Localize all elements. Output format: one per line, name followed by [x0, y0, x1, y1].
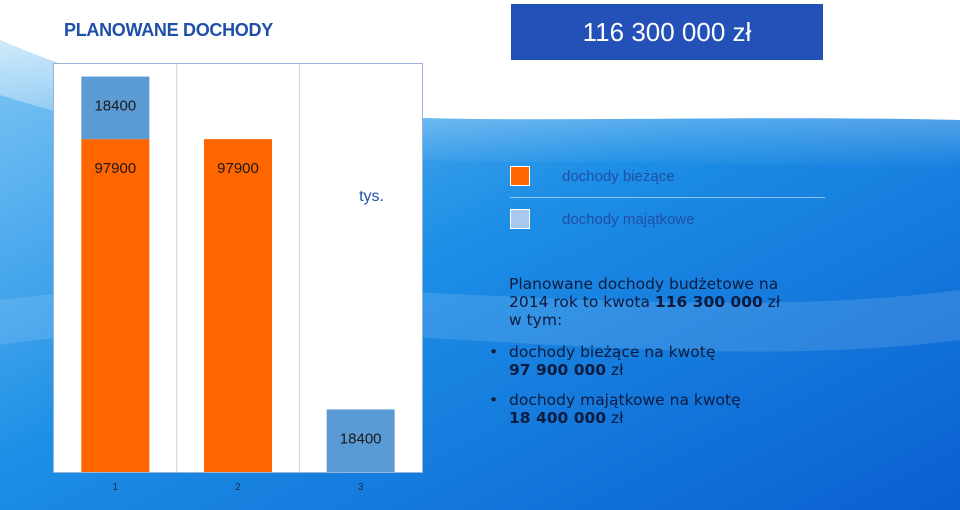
- description-line-1: Planowane dochody budżetowe na: [509, 275, 779, 293]
- bullet-dot-icon: •: [489, 343, 499, 361]
- bullet-capital: • dochody majątkowe na kwotę 18 400 000 …: [489, 391, 849, 427]
- unit-label: tys.: [359, 188, 384, 205]
- legend-label-capital: dochody majątkowe: [562, 210, 695, 228]
- legend-swatch-current: [510, 166, 530, 186]
- bullet-current: • dochody bieżące na kwotę 97 900 000 zł: [489, 343, 849, 379]
- bar-capital-3: [326, 409, 395, 472]
- legend-swatch-capital: [510, 209, 530, 229]
- x-tick-label: 3: [358, 482, 364, 493]
- description-line-2: 2014 rok to kwota 116 300 000 zł: [509, 293, 849, 311]
- description-currency: zł: [762, 293, 781, 311]
- bullet-dot-icon: •: [489, 391, 499, 409]
- bar-chart: 97900 97900 18400 18400 tys.: [81, 64, 395, 472]
- legend-label-current: dochody bieżące: [562, 167, 675, 185]
- legend-item-capital: dochody majątkowe: [510, 197, 825, 240]
- bullet-current-amount: 97 900 000 zł: [509, 361, 849, 379]
- x-tick-label: 2: [235, 482, 241, 493]
- bar-capital-1: [81, 76, 150, 140]
- legend-item-current: dochody bieżące: [510, 155, 825, 197]
- description-total: 116 300 000: [654, 293, 763, 311]
- bullet-capital-amount-value: 18 400 000: [509, 409, 607, 427]
- total-amount-box: 116 300 000 zł: [511, 4, 823, 60]
- description-bullets: • dochody bieżące na kwotę 97 900 000 zł…: [489, 343, 849, 427]
- legend: dochody bieżące dochody majątkowe: [510, 155, 825, 240]
- page-title: PLANOWANE DOCHODY: [64, 20, 273, 40]
- bullet-capital-currency: zł: [611, 409, 624, 427]
- total-amount: 116 300 000 zł: [582, 16, 752, 47]
- data-label: 18400: [94, 98, 136, 115]
- x-tick-label: 1: [113, 482, 119, 493]
- bullet-current-currency: zł: [611, 361, 624, 379]
- bullet-capital-amount: 18 400 000 zł: [509, 409, 849, 427]
- bar-current-2: [204, 139, 272, 472]
- description-line-2-prefix: 2014 rok to kwota: [509, 293, 655, 311]
- chart-panel: 97900 97900 18400 18400 tys.: [53, 63, 423, 473]
- bar-current-1: [81, 139, 150, 472]
- description-line-3: w tym:: [509, 311, 563, 329]
- data-label: 97900: [217, 160, 259, 177]
- bullet-capital-text: dochody majątkowe na kwotę: [509, 391, 741, 409]
- data-label: 18400: [340, 430, 382, 447]
- x-axis: 1 2 3: [113, 482, 364, 493]
- bullet-current-text: dochody bieżące na kwotę: [509, 343, 716, 361]
- data-label: 97900: [94, 160, 136, 177]
- bullet-current-amount-value: 97 900 000: [509, 361, 607, 379]
- description: Planowane dochody budżetowe na 2014 rok …: [489, 275, 849, 439]
